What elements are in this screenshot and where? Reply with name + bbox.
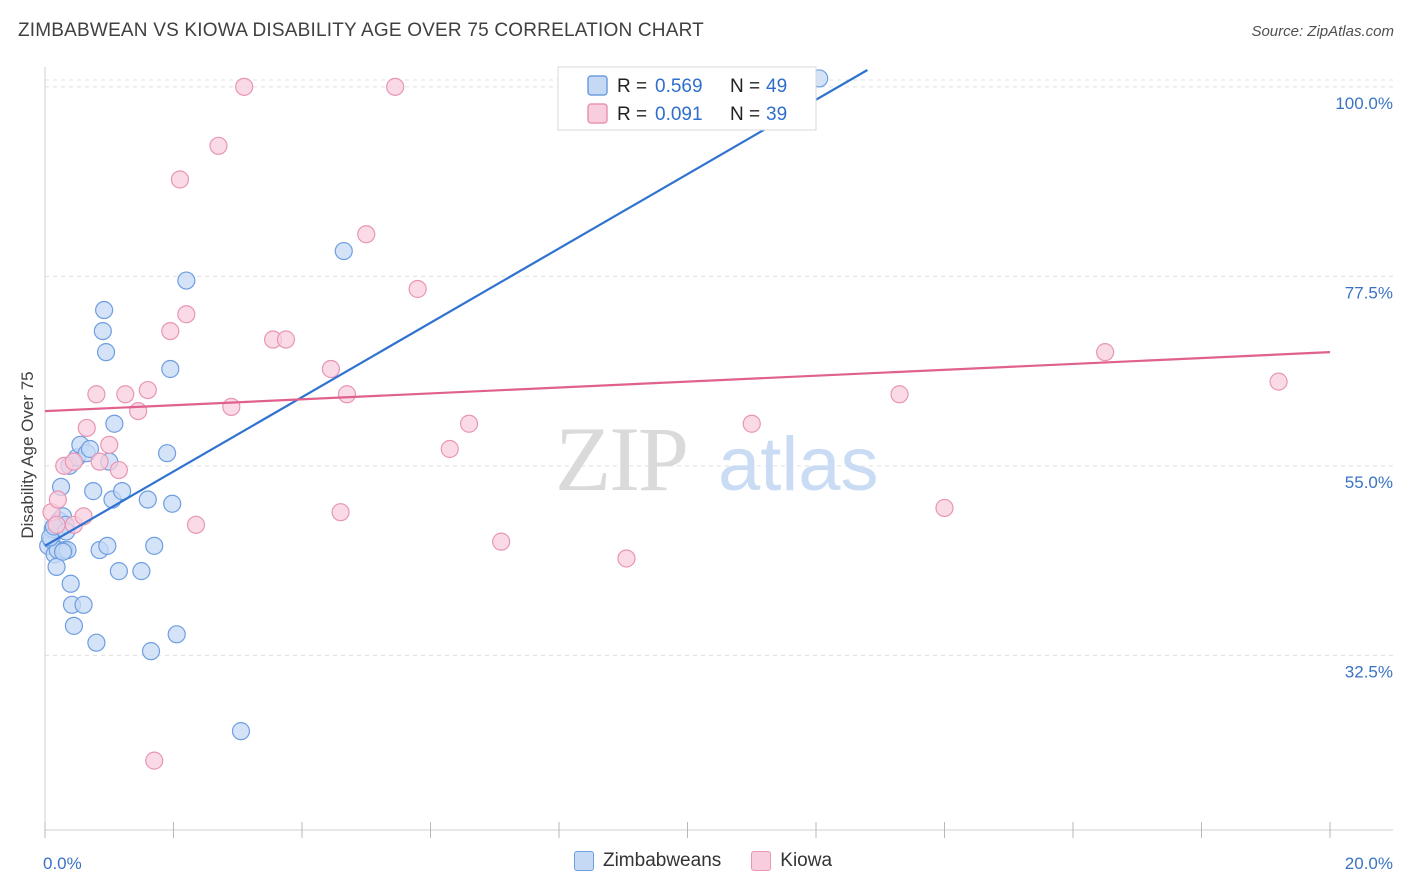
kiowa-point-35 xyxy=(742,414,761,433)
zimbabweans-points xyxy=(39,69,829,741)
y-tick-label-2: 77.5% xyxy=(1345,283,1393,302)
legend-r-value-kiowa: 0.091 xyxy=(655,104,703,125)
kiowa-point-24 xyxy=(276,330,296,349)
x-tick-label-min: 0.0% xyxy=(43,854,82,873)
zimbabweans-point-35 xyxy=(141,642,161,661)
zimbabweans-point-32 xyxy=(112,482,132,501)
kiowa-point-13 xyxy=(129,402,148,421)
zimbabweans-point-39 xyxy=(163,494,182,513)
zimbabweans-point-25 xyxy=(95,300,114,320)
zimbabweans-point-21 xyxy=(84,482,103,501)
kiowa-point-12 xyxy=(116,385,135,404)
kiowa-point-17 xyxy=(170,170,190,189)
kiowa-point-11 xyxy=(109,460,128,480)
kiowa-point-31 xyxy=(440,439,459,459)
legend-item-kiowa[interactable]: Kiowa xyxy=(751,850,832,872)
zimbabweans-point-26 xyxy=(96,343,116,362)
legend-r-label-1: R = xyxy=(617,76,647,97)
trendlines xyxy=(44,69,1331,547)
zimbabweans-point-30 xyxy=(105,414,124,433)
zimbabweans-point-40 xyxy=(167,625,186,644)
y-tick-label-3: 100.0% xyxy=(1335,94,1393,113)
zimbabweans-point-18 xyxy=(74,595,93,614)
kiowa-point-7 xyxy=(77,418,96,438)
kiowa-point-19 xyxy=(186,515,206,534)
zimbabweans-point-38 xyxy=(161,359,180,379)
kiowa-point-38 xyxy=(1096,343,1115,362)
legend-swatch-zimbabweans xyxy=(587,75,608,96)
kiowa-point-8 xyxy=(87,385,106,404)
watermark-atlas: atlas xyxy=(718,422,879,507)
zimbabweans-trendline xyxy=(44,69,868,547)
kiowa-point-36 xyxy=(890,385,909,404)
kiowa-point-27 xyxy=(337,385,357,404)
legend-r-value-zimbabweans: 0.569 xyxy=(655,76,703,97)
y-tick-label-1: 55.0% xyxy=(1345,473,1393,492)
zimbabweans-point-47 xyxy=(53,542,73,561)
watermark: ZIP atlas xyxy=(555,408,879,510)
gridlines xyxy=(45,79,1393,656)
kiowa-point-39 xyxy=(1269,372,1288,391)
kiowa-point-1 xyxy=(47,515,66,534)
source-attribution: Source: ZipAtlas.com xyxy=(1251,23,1394,40)
legend-swatch-blue xyxy=(573,851,594,871)
y-tick-label-0: 32.5% xyxy=(1345,662,1393,681)
axes xyxy=(44,67,1393,838)
kiowa-trendline xyxy=(44,351,1331,413)
kiowa-point-18 xyxy=(177,305,196,324)
legend-n-label-1: N = xyxy=(730,76,760,97)
zimbabweans-point-13 xyxy=(61,574,80,593)
tick-labels: 32.5% 55.0% 77.5% 100.0% 0.0% 20.0% xyxy=(43,94,1393,873)
legend-r-label-2: R = xyxy=(617,104,647,125)
kiowa-point-33 xyxy=(492,532,511,551)
kiowa-points xyxy=(42,77,1288,770)
kiowa-point-34 xyxy=(617,549,636,568)
legend-n-label-2: N = xyxy=(730,104,760,125)
legend-n-value-zimbabweans: 49 xyxy=(766,76,787,97)
kiowa-point-21 xyxy=(222,397,241,416)
zimbabweans-point-22 xyxy=(87,633,106,652)
zimbabweans-point-37 xyxy=(157,444,177,463)
x-tick-label-max: 20.0% xyxy=(1345,854,1393,873)
correlation-legend: R = 0.569 N = 49 R = 0.091 N = 39 xyxy=(557,66,817,131)
kiowa-point-30 xyxy=(408,279,427,299)
kiowa-point-22 xyxy=(235,77,254,96)
kiowa-point-25 xyxy=(321,359,341,379)
legend-n-value-kiowa: 39 xyxy=(766,104,787,125)
zimbabweans-point-4 xyxy=(47,557,66,577)
zimbabweans-point-27 xyxy=(98,536,117,555)
kiowa-point-14 xyxy=(138,380,157,400)
kiowa-point-28 xyxy=(357,225,376,244)
chart-title: ZIMBABWEAN VS KIOWA DISABILITY AGE OVER … xyxy=(18,20,704,41)
kiowa-point-10 xyxy=(100,435,119,454)
legend-label-zimbabweans: Zimbabweans xyxy=(602,850,722,871)
kiowa-point-26 xyxy=(331,503,350,522)
zimbabweans-point-34 xyxy=(138,490,157,509)
legend-swatch-pink xyxy=(751,851,772,871)
legend-item-zimbabweans[interactable]: Zimbabweans xyxy=(573,850,722,872)
kiowa-point-4 xyxy=(64,452,84,471)
legend-swatch-kiowa xyxy=(587,103,608,124)
kiowa-point-37 xyxy=(935,498,954,518)
zimbabweans-point-24 xyxy=(93,321,112,341)
kiowa-point-20 xyxy=(209,136,228,155)
zimbabweans-point-41 xyxy=(177,271,196,290)
zimbabweans-point-15 xyxy=(64,616,84,635)
zimbabweans-point-36 xyxy=(145,536,164,555)
zimbabweans-point-42 xyxy=(231,722,251,741)
watermark-zip: ZIP xyxy=(555,408,687,510)
kiowa-point-2 xyxy=(48,490,67,509)
kiowa-point-29 xyxy=(386,77,405,96)
kiowa-point-32 xyxy=(459,414,479,433)
zimbabweans-point-33 xyxy=(132,562,151,581)
zimbabweans-point-31 xyxy=(109,562,128,581)
legend-label-kiowa: Kiowa xyxy=(780,850,833,871)
kiowa-point-16 xyxy=(161,321,180,341)
zimbabweans-point-43 xyxy=(334,241,353,261)
kiowa-point-15 xyxy=(145,751,164,770)
kiowa-point-9 xyxy=(90,452,109,471)
zimbabweans-point-20 xyxy=(80,439,100,459)
series-legend: Zimbabweans Kiowa xyxy=(0,850,1406,872)
